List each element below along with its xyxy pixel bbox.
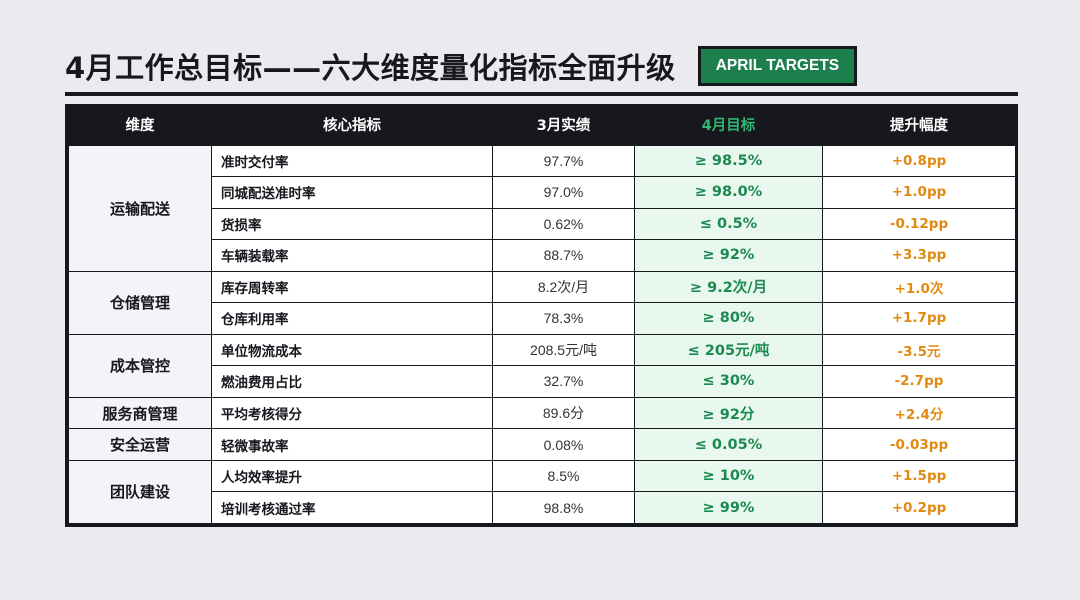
metric-cell: 单位物流成本 (211, 333, 493, 367)
targets-table: 维度 核心指标 3月实绩 4月目标 提升幅度 运输配送 准时交付率 97.7% ≥ 9… (68, 104, 1016, 525)
april-target-cell: ≥ 98.5% (634, 144, 823, 178)
column-header-dimension: 维度 (68, 104, 212, 145)
improvement-cell: -2.7pp (822, 365, 1016, 398)
april-target-cell: ≥ 10% (634, 459, 823, 493)
column-header-march-actual: 3月实绩 (492, 104, 635, 145)
metric-cell: 仓库利用率 (211, 302, 493, 335)
table-row: 安全运营 轻微事故率 0.08% ≤ 0.05% -0.03pp (68, 428, 1016, 461)
column-header-metric: 核心指标 (211, 104, 493, 145)
metric-cell: 库存周转率 (211, 270, 493, 304)
march-actual-cell: 8.5% (492, 459, 635, 493)
table-row: 培训考核通过率 98.8% ≥ 99% +0.2pp (69, 491, 1016, 524)
dimension-cell: 运输配送 (68, 144, 212, 272)
march-actual-cell: 89.6分 (492, 396, 635, 430)
dimension-cell: 团队建设 (68, 459, 212, 525)
improvement-cell: +3.3pp (822, 239, 1016, 272)
table-body: 运输配送 准时交付率 97.7% ≥ 98.5% +0.8pp 同城配送准时率 97.0% ≥… (68, 144, 1016, 525)
april-target-cell: ≥ 98.0% (634, 176, 823, 209)
table-row: 货损率 0.62% ≤ 0.5% -0.12pp (69, 207, 1016, 241)
dimension-cell: 成本管控 (68, 333, 212, 398)
april-target-cell: ≤ 30% (634, 365, 823, 398)
march-actual-cell: 88.7% (492, 239, 635, 272)
march-actual-cell: 98.8% (492, 491, 635, 524)
metric-cell: 平均考核得分 (211, 396, 493, 430)
april-target-cell: ≥ 92% (634, 239, 823, 272)
metric-cell: 燃油费用占比 (211, 365, 493, 398)
april-target-cell: ≥ 80% (634, 302, 823, 335)
title-row: 4月工作总目标——六大维度量化指标全面升级 APRIL TARGETS (65, 40, 858, 92)
april-target-cell: ≥ 99% (634, 491, 823, 524)
march-actual-cell: 0.08% (492, 428, 635, 461)
improvement-cell: -0.03pp (822, 428, 1016, 461)
improvement-cell: +1.0pp (822, 176, 1016, 209)
metric-cell: 培训考核通过率 (211, 491, 493, 524)
march-actual-cell: 97.0% (492, 176, 635, 209)
title-divider (65, 92, 1018, 96)
table-row: 同城配送准时率 97.0% ≥ 98.0% +1.0pp (69, 176, 1016, 209)
targets-table-container: 维度 核心指标 3月实绩 4月目标 提升幅度 运输配送 准时交付率 97.7% ≥ 9… (65, 104, 1018, 527)
table-row: 团队建设 人均效率提升 8.5% ≥ 10% +1.5pp (68, 459, 1016, 525)
metric-cell: 同城配送准时率 (211, 176, 493, 209)
page-title: 4月工作总目标——六大维度量化指标全面升级 (65, 51, 676, 85)
metric-cell: 人均效率提升 (211, 459, 493, 493)
dimension-cell: 仓储管理 (68, 270, 212, 335)
improvement-cell: +1.0次 (822, 270, 1016, 304)
table-row: 车辆装载率 88.7% ≥ 92% +3.3pp (69, 239, 1016, 272)
improvement-cell: +0.2pp (822, 491, 1016, 524)
april-targets-badge: APRIL TARGETS (697, 46, 858, 86)
table-row: 燃油费用占比 32.7% ≤ 30% -2.7pp (69, 365, 1016, 398)
improvement-cell: +1.7pp (822, 302, 1016, 335)
table-row: 仓储管理 库存周转率 8.2次/月 ≥ 9.2次/月 +1.0次 (68, 270, 1016, 335)
metric-cell: 准时交付率 (211, 144, 493, 178)
april-target-cell: ≥ 92分 (634, 396, 823, 430)
metric-cell: 车辆装载率 (211, 239, 493, 272)
metric-cell: 货损率 (211, 207, 493, 241)
march-actual-cell: 208.5元/吨 (492, 333, 635, 367)
table-row: 运输配送 准时交付率 97.7% ≥ 98.5% +0.8pp (68, 144, 1016, 272)
april-target-cell: ≤ 205元/吨 (634, 333, 823, 367)
march-actual-cell: 8.2次/月 (492, 270, 635, 304)
march-actual-cell: 32.7% (492, 365, 635, 398)
table-row: 仓库利用率 78.3% ≥ 80% +1.7pp (69, 302, 1016, 335)
april-target-cell: ≥ 9.2次/月 (634, 270, 823, 304)
improvement-cell: +1.5pp (822, 459, 1016, 493)
dimension-cell: 服务商管理 (68, 396, 212, 430)
dimension-cell: 安全运营 (68, 428, 212, 461)
table-row: 服务商管理 平均考核得分 89.6分 ≥ 92分 +2.4分 (68, 396, 1016, 430)
april-target-cell: ≤ 0.5% (634, 207, 823, 241)
column-header-improvement: 提升幅度 (822, 104, 1016, 145)
april-target-cell: ≤ 0.05% (634, 428, 823, 461)
improvement-cell: +2.4分 (822, 396, 1016, 430)
improvement-cell: -0.12pp (822, 207, 1016, 241)
march-actual-cell: 78.3% (492, 302, 635, 335)
improvement-cell: -3.5元 (822, 333, 1016, 367)
table-header-row: 维度 核心指标 3月实绩 4月目标 提升幅度 (68, 104, 1016, 145)
improvement-cell: +0.8pp (822, 144, 1016, 178)
metric-cell: 轻微事故率 (211, 428, 493, 461)
table-row: 成本管控 单位物流成本 208.5元/吨 ≤ 205元/吨 -3.5元 (68, 333, 1016, 398)
march-actual-cell: 97.7% (492, 144, 635, 178)
march-actual-cell: 0.62% (492, 207, 635, 241)
column-header-april-target: 4月目标 (634, 104, 823, 145)
